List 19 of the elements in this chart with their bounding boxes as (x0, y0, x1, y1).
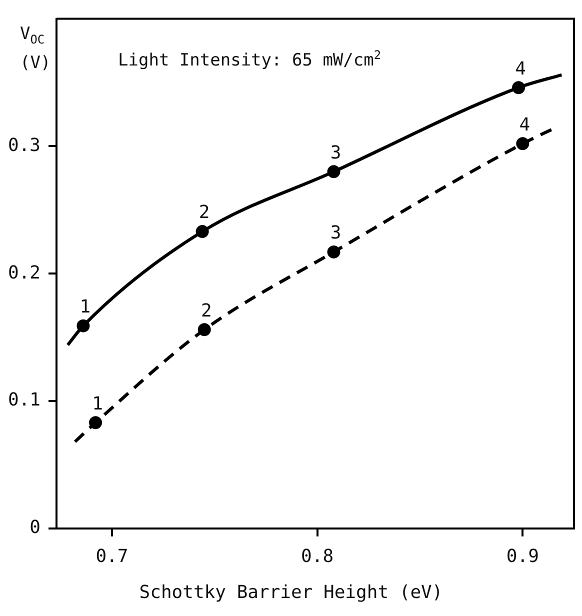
annotation: 2 (198, 202, 210, 224)
y-tick-label: 0 (30, 517, 41, 538)
x-tick-label: 0.8 (301, 546, 334, 567)
annotation: 2 (200, 300, 212, 322)
annotation: 3 (330, 142, 342, 164)
x-tick-label: 0.9 (506, 546, 539, 567)
annotation: 4 (515, 58, 526, 80)
y-axis-title: V$_{OC}$ (V) (20, 23, 52, 76)
annotation: 1 (80, 296, 91, 318)
y-tick-label: 0.3 (8, 134, 41, 156)
x-tick-label: 0.7 (96, 546, 128, 567)
annotation: 4 (519, 114, 530, 136)
y-tick-label: 0.1 (8, 390, 41, 411)
annotation: Light Intensity: 65 mW/cm$^{2}$ (118, 48, 382, 71)
x-axis-title: Schottky Barrier Height (eV) (138, 582, 444, 603)
annotation: 3 (330, 222, 342, 244)
line-series (66, 73, 564, 347)
y-tick-label: 0.2 (8, 262, 41, 284)
annotation: 1 (92, 393, 103, 414)
